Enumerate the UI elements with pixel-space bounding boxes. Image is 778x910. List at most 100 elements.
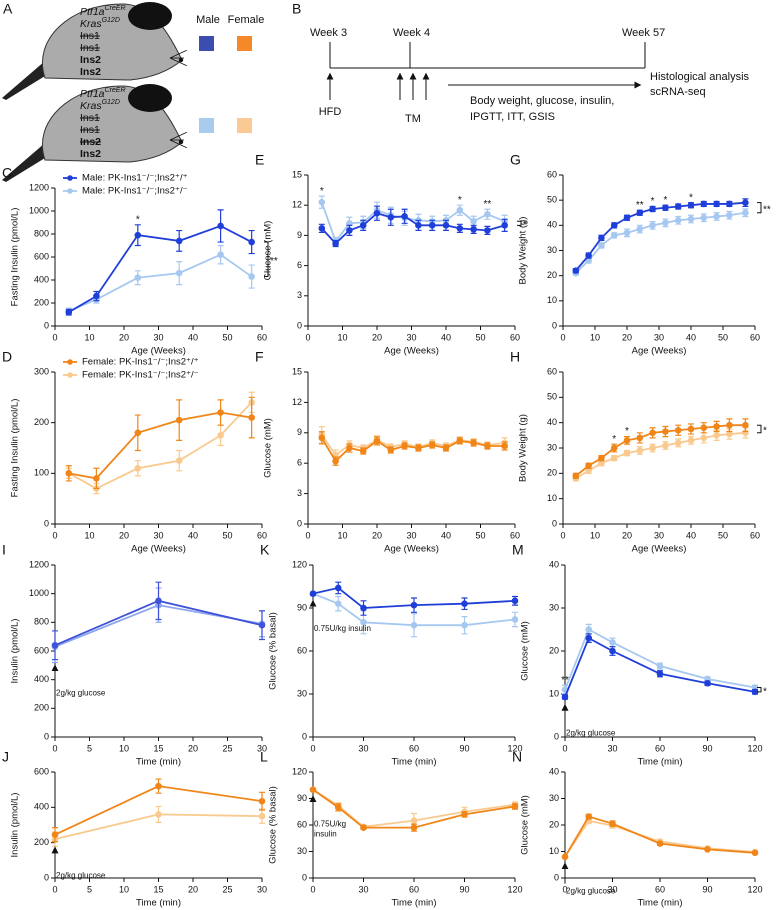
data-point bbox=[410, 824, 418, 831]
data-point bbox=[470, 439, 477, 447]
series bbox=[572, 198, 749, 274]
data-point bbox=[373, 209, 381, 217]
data-point bbox=[134, 429, 142, 437]
data-point bbox=[609, 639, 616, 646]
y-tick-label: 9 bbox=[297, 427, 302, 437]
series-line bbox=[564, 636, 756, 698]
data-point bbox=[572, 472, 580, 480]
y-tick-label: 50 bbox=[547, 195, 557, 205]
y-axis-label: Glucose (mM) bbox=[263, 418, 274, 478]
x-tick-label: 20 bbox=[372, 530, 382, 540]
series-line bbox=[312, 592, 516, 627]
y-tick-label: 20 bbox=[547, 468, 557, 478]
panel-letter: E bbox=[255, 152, 264, 168]
gene-name: Ptf1a bbox=[80, 88, 105, 100]
panel-letter: F bbox=[255, 349, 264, 365]
y-tick-label: 0 bbox=[554, 872, 559, 882]
panel-letter: L bbox=[260, 749, 268, 765]
significance: * bbox=[320, 186, 324, 197]
y-tick-label: 60 bbox=[297, 819, 307, 829]
x-tick-label: 50 bbox=[475, 530, 485, 540]
legend-label: Female: PK-Ins1⁻/⁻;Ins2⁺/⁺ bbox=[82, 357, 199, 368]
y-tick-label: 20 bbox=[549, 819, 559, 829]
series bbox=[51, 581, 266, 661]
x-axis-label: Age (Weeks) bbox=[384, 544, 439, 555]
data-point bbox=[610, 444, 618, 452]
y-tick-label: 0 bbox=[44, 518, 49, 528]
data-point bbox=[511, 803, 519, 810]
data-point bbox=[713, 423, 720, 430]
significance: * bbox=[458, 195, 462, 206]
data-point bbox=[428, 441, 436, 449]
gene-superscript: CreER bbox=[105, 87, 126, 94]
series bbox=[561, 633, 759, 701]
y-tick-label: 200 bbox=[34, 703, 49, 713]
x-tick-label: 30 bbox=[153, 530, 163, 540]
data-point bbox=[585, 634, 593, 642]
data-point bbox=[410, 601, 418, 609]
data-point bbox=[359, 447, 367, 455]
series-line bbox=[68, 224, 253, 313]
significance: ** bbox=[763, 204, 771, 215]
legend-swatch bbox=[199, 36, 214, 51]
gene-superscript: G12D bbox=[102, 17, 120, 24]
data-point bbox=[610, 222, 618, 229]
data-point bbox=[248, 238, 255, 246]
series bbox=[318, 195, 508, 247]
panel-letter: H bbox=[510, 349, 520, 365]
series-line bbox=[68, 411, 252, 480]
x-tick-label: 60 bbox=[655, 884, 665, 894]
x-tick-label: 20 bbox=[188, 884, 198, 894]
data-point bbox=[649, 205, 656, 213]
data-point bbox=[561, 853, 569, 861]
x-tick-label: 20 bbox=[372, 332, 382, 342]
mouse-whisker bbox=[169, 131, 187, 141]
x-axis-label: Time (min) bbox=[391, 898, 436, 909]
significance: * bbox=[523, 220, 527, 231]
legend-label: Male bbox=[196, 14, 220, 26]
gene-superscript: CreER bbox=[105, 5, 126, 12]
gene-name: Ins1 bbox=[80, 124, 100, 136]
legend-label: Female: PK-Ins1⁻/⁻;Ins2⁺/⁻ bbox=[82, 370, 199, 381]
data-point bbox=[155, 811, 162, 818]
genotype: Ins1 bbox=[80, 124, 100, 136]
week-label: Week 57 bbox=[622, 27, 665, 39]
x-tick-label: 60 bbox=[409, 884, 419, 894]
data-point bbox=[175, 237, 183, 245]
x-tick-label: 60 bbox=[409, 743, 419, 753]
x-tick-label: 120 bbox=[747, 743, 762, 753]
annotation: 0.75U/kg insulin bbox=[314, 624, 371, 633]
annotation: 2g/kg glucose bbox=[566, 887, 616, 896]
y-tick-label: 0 bbox=[297, 320, 302, 330]
y-tick-label: 15 bbox=[292, 169, 302, 179]
x-tick-label: 30 bbox=[257, 884, 267, 894]
data-point bbox=[134, 231, 142, 239]
genotype: KrasG12D bbox=[80, 99, 120, 112]
x-tick-label: 0 bbox=[305, 530, 310, 540]
x-tick-label: 0 bbox=[305, 332, 310, 342]
legend-marker bbox=[67, 359, 73, 365]
significance: * bbox=[763, 686, 767, 697]
data-point bbox=[585, 252, 592, 259]
y-tick-label: 400 bbox=[34, 274, 49, 284]
x-axis-label: Time (min) bbox=[136, 898, 181, 909]
y-tick-label: 0 bbox=[552, 518, 557, 528]
x-axis-label: Age (Weeks) bbox=[131, 544, 186, 555]
data-point bbox=[318, 225, 326, 232]
data-point bbox=[318, 198, 326, 206]
x-tick-label: 0 bbox=[52, 332, 57, 342]
data-point bbox=[687, 201, 695, 209]
mouse-nose bbox=[178, 139, 184, 145]
data-point bbox=[687, 215, 695, 223]
x-tick-label: 0 bbox=[562, 743, 567, 753]
significance: * bbox=[651, 196, 655, 207]
data-point bbox=[65, 308, 73, 316]
data-point bbox=[742, 199, 749, 206]
x-axis-label: Age (Weeks) bbox=[632, 346, 687, 357]
bracket bbox=[757, 202, 762, 214]
data-point bbox=[456, 225, 464, 232]
data-point bbox=[636, 225, 644, 233]
panel-letter: B bbox=[292, 1, 301, 17]
x-tick-label: 0 bbox=[562, 884, 567, 894]
x-tick-label: 40 bbox=[188, 332, 198, 342]
